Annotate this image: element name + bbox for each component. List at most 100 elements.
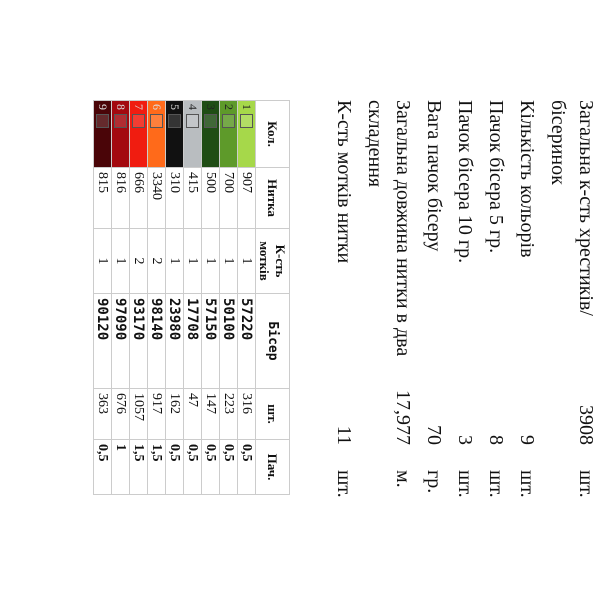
header-row: Кол. Нитка К-сть мотків Бісер шт. Пач. <box>255 100 290 495</box>
table-cell: 2 <box>129 228 148 294</box>
header-cell: Бісер <box>255 293 290 389</box>
header-cell: Нитка <box>255 167 290 229</box>
table-cell: 23980 <box>165 293 184 389</box>
table-row: 5 310 1 23980 162 0,5 <box>165 100 184 495</box>
swatch-box <box>186 114 199 128</box>
table-row: 6 3340 2 98140 917 1,5 <box>147 100 166 495</box>
summary-unit: гр. <box>423 470 445 494</box>
table-row: 9 815 1 90120 363 0,5 <box>93 100 112 495</box>
swatch-box <box>114 114 127 128</box>
table-cell: 1 <box>165 228 184 294</box>
color-cell: 9 <box>93 100 112 168</box>
color-cell: 2 <box>219 100 238 168</box>
table-row: 1 907 1 57220 316 0,5 <box>237 100 256 495</box>
table-cell: 57150 <box>201 293 220 389</box>
table-cell: 1 <box>201 228 220 294</box>
swatch: 5 <box>166 101 183 167</box>
table-cell: 93170 <box>129 293 148 389</box>
summary-label: К-сть мотків нитки <box>333 100 355 264</box>
table-cell: 363 <box>93 388 112 440</box>
table-cell: 3340 <box>147 167 166 229</box>
summary-label: Пачок бісера 10 гр. <box>454 100 476 264</box>
summary-label: Кількість кольорів <box>516 100 538 258</box>
table-cell: 1057 <box>129 388 148 440</box>
swatch: 2 <box>220 101 237 167</box>
table-cell: 0,5 <box>183 439 202 495</box>
table-cell: 17708 <box>183 293 202 389</box>
table-cell: 1 <box>183 228 202 294</box>
summary-unit: шт. <box>575 470 597 498</box>
swatch: 3 <box>202 101 219 167</box>
color-number: 5 <box>168 104 182 110</box>
swatch-box <box>204 114 217 128</box>
table-row: 4 415 1 17708 47 0,5 <box>183 100 202 495</box>
summary-value: 3 <box>454 435 476 445</box>
color-cell: 6 <box>147 100 166 168</box>
summary-value: 8 <box>485 435 507 445</box>
table-cell: 1 <box>111 439 130 495</box>
header-cell: К-сть мотків <box>255 228 290 294</box>
color-cell: 8 <box>111 100 130 168</box>
summary-label: Загальна довжина нитки в два складення <box>364 100 414 357</box>
swatch-box <box>222 114 235 128</box>
summary-value: 70 <box>423 425 445 445</box>
table-cell: 0,5 <box>165 439 184 495</box>
summary-row: Загальна к-сть хрестиків/бісеринок 3908 шт… <box>544 100 600 600</box>
header-cell: шт. <box>255 388 290 440</box>
table-cell: 316 <box>237 388 256 440</box>
color-cell: 5 <box>165 100 184 168</box>
header-cell: Пач. <box>255 439 290 495</box>
summary-unit: м. <box>392 470 414 488</box>
table-cell: 0,5 <box>219 439 238 495</box>
color-number: 2 <box>222 104 236 110</box>
table-cell: 47 <box>183 388 202 440</box>
summary-value: 11 <box>333 425 355 445</box>
table-cell: 223 <box>219 388 238 440</box>
color-number: 4 <box>186 104 200 110</box>
color-cell: 3 <box>201 100 220 168</box>
table-cell: 50100 <box>219 293 238 389</box>
summary-label: Вага пачок бісеру <box>423 100 445 252</box>
table-cell: 0,5 <box>237 439 256 495</box>
swatch-box <box>168 114 181 128</box>
swatch-box <box>150 114 163 128</box>
color-number: 3 <box>204 104 218 110</box>
color-cell: 4 <box>183 100 202 168</box>
summary-row: Загальна довжина нитки в два складення 17… <box>361 100 417 600</box>
header-cell: Кол. <box>255 100 290 168</box>
table-cell: 147 <box>201 388 220 440</box>
table-cell: 0,5 <box>201 439 220 495</box>
table-cell: 1 <box>111 228 130 294</box>
table-cell: 310 <box>165 167 184 229</box>
color-number: 9 <box>96 104 110 110</box>
summary-label: Пачок бісера 5 гр. <box>485 100 507 254</box>
table-cell: 98140 <box>147 293 166 389</box>
summary-unit: шт. <box>516 470 538 498</box>
summary-unit: шт. <box>485 470 507 498</box>
color-table: Кол. Нитка К-сть мотків Бісер шт. Пач. 1 907 1 5… <box>93 100 290 495</box>
summary-row: Пачок бісера 5 гр. 8 шт. <box>482 100 510 600</box>
table-cell: 816 <box>111 167 130 229</box>
summary: Загальна к-сть хрестиків/бісеринок 3908 шт… <box>327 100 600 600</box>
swatch: 7 <box>130 101 147 167</box>
table-cell: 162 <box>165 388 184 440</box>
table-row: 2 700 1 50100 223 0,5 <box>219 100 238 495</box>
table-cell: 1 <box>219 228 238 294</box>
color-number: 7 <box>132 104 146 110</box>
table-cell: 1 <box>93 228 112 294</box>
summary-row: Вага пачок бісеру 70 гр. <box>420 100 448 600</box>
table-cell: 676 <box>111 388 130 440</box>
swatch: 4 <box>184 101 201 167</box>
color-cell: 1 <box>237 100 256 168</box>
table-cell: 97090 <box>111 293 130 389</box>
summary-row: К-сть мотків нитки 11 шт. <box>330 100 358 600</box>
table-cell: 1,5 <box>147 439 166 495</box>
table-cell: 666 <box>129 167 148 229</box>
color-number: 6 <box>150 104 164 110</box>
table-cell: 90120 <box>93 293 112 389</box>
swatch-box <box>240 114 253 128</box>
summary-value: 17,977 <box>392 390 414 445</box>
table-cell: 815 <box>93 167 112 229</box>
swatch-box <box>132 114 145 128</box>
